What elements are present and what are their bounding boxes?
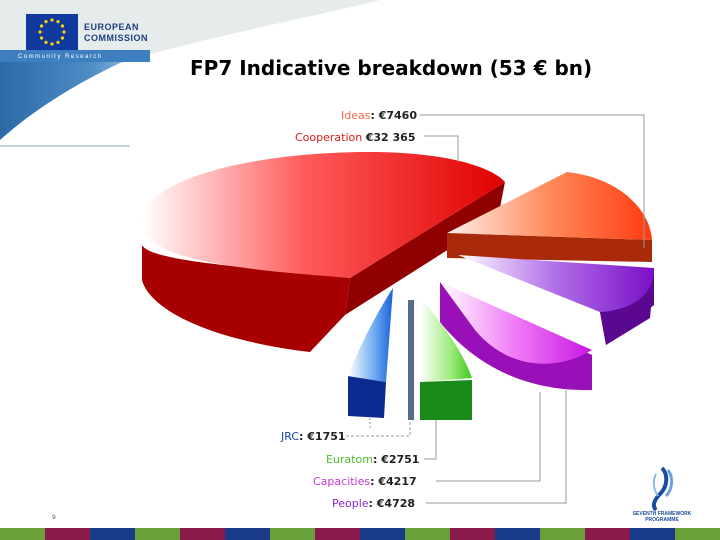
org-line-2: COMMISSION xyxy=(84,33,149,43)
eu-flag-icon xyxy=(26,14,78,50)
label-euratom-name: Euratom xyxy=(326,453,373,466)
leader-line-cooperation xyxy=(424,135,459,162)
slice-ideas xyxy=(447,172,652,262)
label-jrc-value: €1751 xyxy=(306,430,345,443)
leader-line-capacities xyxy=(436,392,541,482)
label-people-name: People xyxy=(332,497,369,510)
eu-logo-text: EUROPEAN COMMISSION xyxy=(84,22,148,44)
slice-small-grey xyxy=(408,300,414,420)
header-subtitle: Community Research xyxy=(18,54,103,60)
label-ideas-value: €7460 xyxy=(378,109,418,122)
label-capacities-name: Capacities xyxy=(313,475,370,488)
chart-title: FP7 Indicative breakdown (53 € bn) xyxy=(190,56,593,80)
label-capacities-value: €4217 xyxy=(377,475,416,488)
slide-number: 9 xyxy=(52,514,56,521)
label-ideas: Ideas: €7460 xyxy=(341,109,417,122)
leader-line-people xyxy=(426,390,567,504)
slice-jrc xyxy=(348,288,393,418)
leader-line-euratom xyxy=(424,420,437,460)
label-ideas-name: Ideas xyxy=(341,109,371,122)
label-jrc-name: JRC xyxy=(280,430,299,443)
slice-cooperation xyxy=(142,152,505,352)
leader-line-ideas xyxy=(420,114,645,248)
label-euratom: Euratom: €2751 xyxy=(326,453,419,466)
footer-color-bar xyxy=(0,528,720,540)
slice-capacities xyxy=(440,282,592,391)
leader-line-jrc xyxy=(346,420,411,437)
label-cooperation-value: €32 365 xyxy=(365,131,416,144)
label-cooperation: Cooperation €32 365 xyxy=(295,131,416,144)
label-people-value: €4728 xyxy=(376,497,415,510)
label-people: People: €4728 xyxy=(332,497,415,510)
fp7-logo-icon xyxy=(651,466,674,512)
label-jrc: JRC: €1751 xyxy=(280,430,346,443)
slice-euratom xyxy=(420,298,472,420)
label-cooperation-name: Cooperation xyxy=(295,131,362,144)
header-banner xyxy=(0,0,380,147)
org-line-1: EUROPEAN xyxy=(84,22,140,32)
label-euratom-value: €2751 xyxy=(380,453,419,466)
fp7-logo-text: SEVENTH FRAMEWORK PROGRAMME xyxy=(632,511,692,523)
label-capacities: Capacities: €4217 xyxy=(313,475,417,488)
slice-people xyxy=(458,255,655,345)
